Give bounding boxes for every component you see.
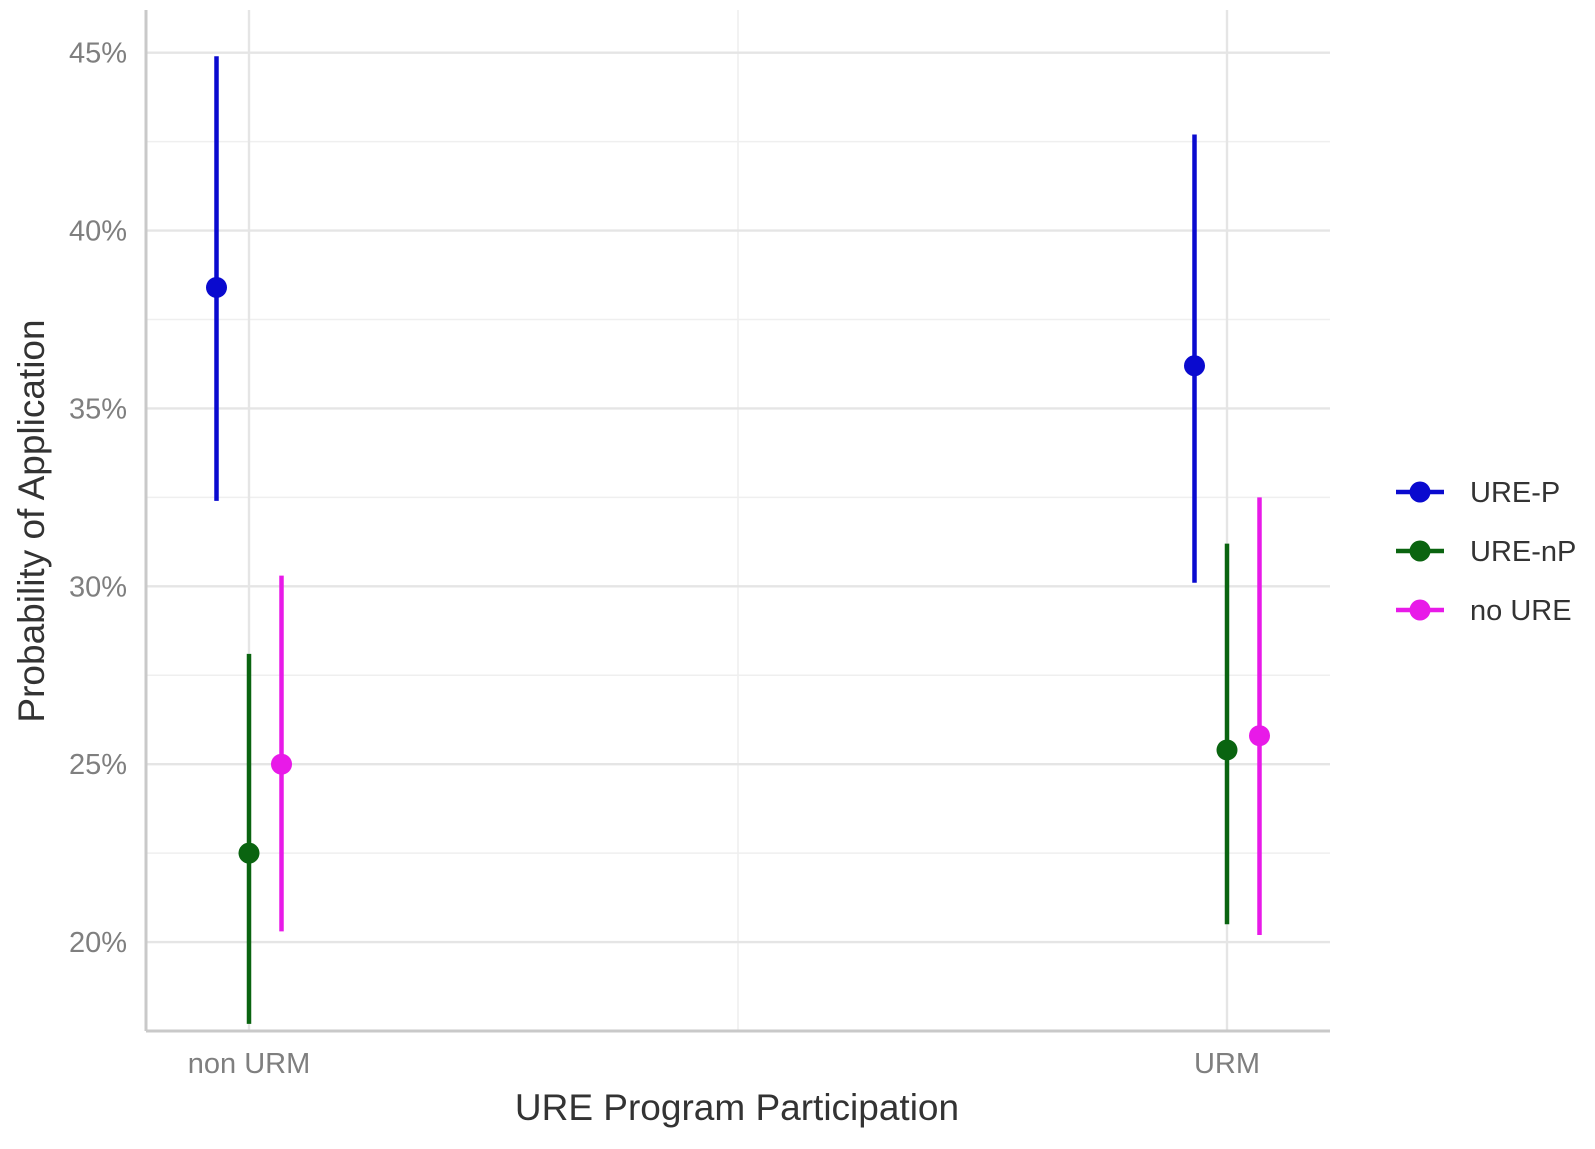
legend-label: URE-nP — [1470, 536, 1576, 568]
y-tick-label: 20% — [69, 927, 127, 959]
y-axis-title: Probability of Application — [11, 319, 52, 722]
x-tick-label: URM — [1194, 1048, 1260, 1080]
y-tick-label: 40% — [69, 216, 127, 248]
legend-label: no URE — [1470, 595, 1572, 627]
data-point — [1184, 355, 1205, 377]
legend-item: URE-nP — [1396, 536, 1576, 568]
series-layer — [206, 56, 1270, 1024]
grid-layer — [146, 10, 1330, 1031]
legend-item: URE-P — [1396, 477, 1560, 509]
legend-key-marker — [1409, 481, 1431, 503]
y-tick-label: 35% — [69, 393, 127, 425]
axis-layer — [144, 10, 1330, 1033]
data-point — [271, 753, 292, 775]
legend-key-marker — [1409, 540, 1431, 562]
y-tick-label: 45% — [69, 38, 127, 70]
legend-item: no URE — [1396, 595, 1572, 627]
legend-key-marker — [1409, 599, 1431, 621]
label-layer: 20% 25% 30% 35% 40% 45% non URM URM — [69, 38, 1260, 1080]
data-point — [1216, 739, 1238, 761]
data-point — [238, 842, 260, 864]
y-tick-label: 30% — [69, 571, 127, 603]
legend-label: URE-P — [1470, 477, 1560, 509]
x-tick-label: non URM — [188, 1048, 311, 1080]
legend: URE-P URE-nP no URE — [1396, 477, 1576, 627]
data-point — [1249, 725, 1270, 747]
data-point — [206, 276, 227, 298]
y-tick-label: 25% — [69, 749, 127, 781]
x-axis-title: URE Program Participation — [515, 1087, 959, 1128]
